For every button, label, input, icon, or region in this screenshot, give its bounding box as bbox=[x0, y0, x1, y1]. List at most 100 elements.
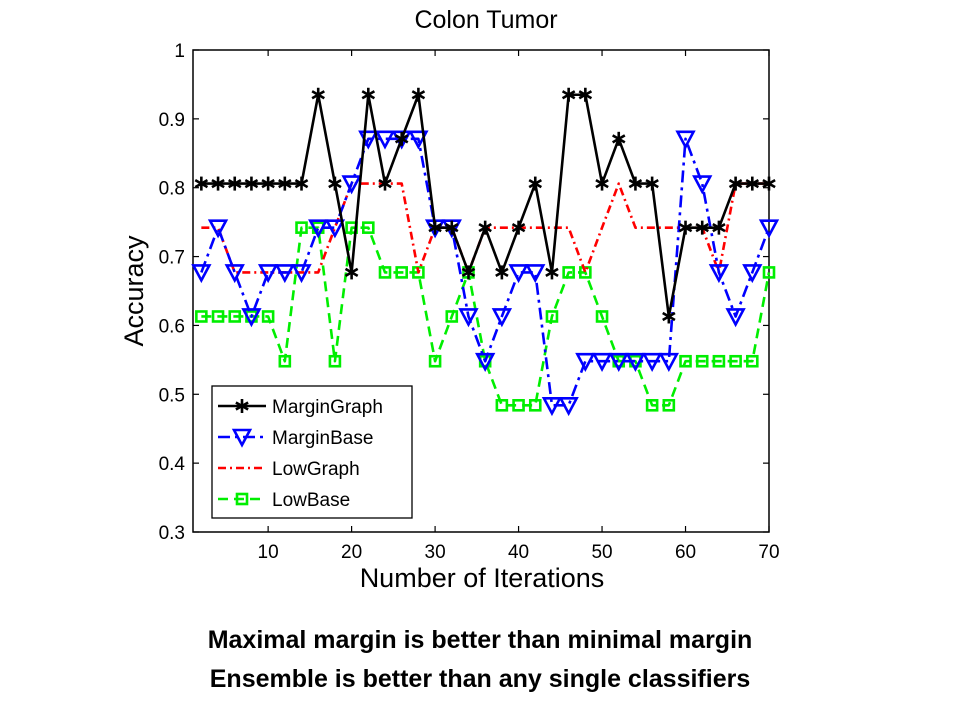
data-point-margingraph bbox=[745, 176, 760, 191]
data-point-marginbase bbox=[508, 264, 529, 284]
data-point-lowbase bbox=[295, 221, 308, 234]
data-point-lowbase bbox=[729, 354, 742, 368]
data-point-margingraph bbox=[561, 87, 576, 102]
data-point-lowbase bbox=[545, 310, 559, 323]
data-point-marginbase bbox=[475, 352, 496, 372]
data-point-lowbase bbox=[211, 310, 225, 323]
data-point-margingraph bbox=[712, 220, 726, 235]
y-tick-label: 0.3 bbox=[159, 523, 185, 544]
data-point-margingraph bbox=[728, 176, 743, 191]
data-point-marginbase bbox=[408, 130, 429, 150]
data-point-lowbase bbox=[261, 310, 275, 323]
data-point-lowbase bbox=[746, 354, 759, 368]
data-point-margingraph bbox=[595, 176, 609, 191]
data-point-margingraph bbox=[445, 220, 459, 235]
data-point-margingraph bbox=[528, 176, 543, 191]
legend-marker-marginbase bbox=[231, 428, 253, 448]
data-point-margingraph bbox=[378, 176, 392, 191]
y-tick-label: 0.4 bbox=[159, 454, 186, 475]
data-point-margingraph bbox=[261, 176, 275, 191]
data-point-margingraph bbox=[628, 176, 643, 191]
data-point-margingraph bbox=[211, 176, 225, 191]
data-point-lowbase bbox=[378, 266, 392, 279]
series-group bbox=[191, 87, 780, 417]
chart-title: Colon Tumor bbox=[414, 6, 557, 34]
data-point-marginbase bbox=[725, 308, 746, 328]
data-point-margingraph bbox=[461, 265, 476, 280]
data-point-margingraph bbox=[662, 309, 676, 324]
data-point-lowbase bbox=[495, 399, 509, 412]
y-tick-label: 1 bbox=[174, 41, 185, 62]
data-point-marginbase bbox=[458, 308, 479, 328]
data-point-marginbase bbox=[241, 308, 262, 328]
data-point-marginbase bbox=[575, 352, 596, 372]
data-point-margingraph bbox=[645, 176, 659, 191]
x-tick-label: 10 bbox=[258, 542, 279, 563]
data-point-margingraph bbox=[344, 265, 359, 280]
data-point-marginbase bbox=[692, 175, 713, 195]
data-point-margingraph bbox=[227, 176, 242, 191]
x-tick-label: 50 bbox=[591, 542, 612, 563]
series-line-lowbase bbox=[201, 226, 771, 407]
data-point-lowbase bbox=[328, 354, 342, 368]
data-point-marginbase bbox=[541, 397, 563, 417]
data-point-marginbase bbox=[191, 264, 212, 284]
legend-marker-lowbase bbox=[235, 492, 249, 506]
data-point-lowbase bbox=[362, 221, 375, 234]
data-point-margingraph bbox=[278, 176, 292, 191]
legend-label-margingraph: MarginGraph bbox=[272, 397, 383, 418]
data-point-margingraph bbox=[294, 176, 309, 191]
data-point-margingraph bbox=[762, 176, 776, 191]
y-tick-label: 0.7 bbox=[159, 248, 185, 269]
data-point-margingraph bbox=[511, 220, 526, 235]
data-point-margingraph bbox=[545, 265, 559, 280]
data-point-margingraph bbox=[361, 87, 376, 102]
chart: Colon Tumor Accuracy Number of Iteration… bbox=[119, 6, 780, 593]
data-point-lowbase bbox=[428, 354, 442, 368]
y-tick-label: 0.5 bbox=[159, 385, 185, 406]
caption-line-2: Ensemble is better than any single class… bbox=[209, 665, 751, 693]
data-point-lowbase bbox=[595, 310, 609, 323]
data-point-marginbase bbox=[641, 352, 663, 372]
data-point-marginbase bbox=[207, 219, 229, 239]
data-point-lowbase bbox=[645, 399, 659, 412]
data-point-marginbase bbox=[291, 264, 312, 284]
y-axis-label: Accuracy bbox=[119, 235, 149, 347]
data-point-marginbase bbox=[525, 264, 546, 284]
x-tick-label: 60 bbox=[675, 542, 696, 563]
data-point-marginbase bbox=[708, 264, 730, 284]
data-point-marginbase bbox=[324, 219, 346, 239]
data-point-marginbase bbox=[625, 352, 646, 372]
data-point-marginbase bbox=[758, 219, 780, 239]
data-point-margingraph bbox=[478, 220, 492, 235]
x-tick-label: 20 bbox=[341, 542, 362, 563]
data-point-lowbase bbox=[695, 354, 709, 368]
data-point-lowbase bbox=[579, 266, 592, 279]
data-point-marginbase bbox=[608, 352, 629, 372]
data-point-lowbase bbox=[562, 266, 575, 279]
data-point-marginbase bbox=[374, 130, 396, 150]
data-point-lowbase bbox=[512, 399, 525, 412]
data-point-margingraph bbox=[611, 131, 626, 146]
data-point-margingraph bbox=[578, 87, 593, 102]
y-tick-label: 0.6 bbox=[159, 316, 185, 337]
data-point-margingraph bbox=[695, 220, 709, 235]
legend: MarginGraph MarginBase LowGraph LowBase bbox=[211, 385, 413, 519]
data-point-marginbase bbox=[491, 308, 513, 328]
data-point-lowbase bbox=[278, 354, 292, 368]
x-tick-label: 30 bbox=[425, 542, 446, 563]
data-point-lowbase bbox=[395, 266, 408, 279]
data-point-margingraph bbox=[428, 220, 442, 235]
data-point-lowbase bbox=[445, 310, 459, 323]
data-point-lowbase bbox=[195, 310, 208, 323]
data-point-lowbase bbox=[712, 354, 726, 368]
data-point-marginbase bbox=[341, 175, 362, 195]
data-point-margingraph bbox=[678, 220, 693, 235]
data-point-lowbase bbox=[679, 354, 692, 368]
data-point-marginbase bbox=[274, 264, 295, 284]
data-point-marginbase bbox=[308, 219, 329, 239]
data-point-lowbase bbox=[228, 310, 242, 323]
data-point-lowbase bbox=[762, 266, 776, 279]
x-tick-label: 70 bbox=[758, 542, 779, 563]
data-point-marginbase bbox=[257, 264, 279, 284]
